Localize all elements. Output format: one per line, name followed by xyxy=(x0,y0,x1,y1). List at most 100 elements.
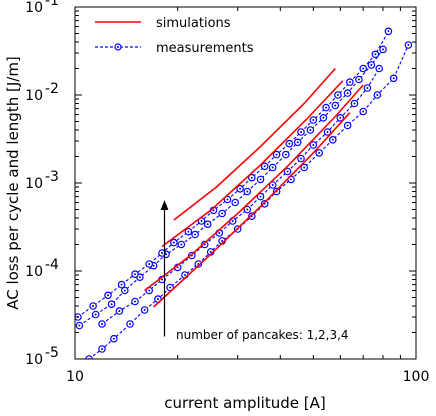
measurement-point-dot xyxy=(326,131,329,133)
series-layer xyxy=(75,27,413,359)
plot-frame xyxy=(74,6,417,360)
measurement-point-dot xyxy=(378,67,381,70)
measurement-point-dot xyxy=(353,102,356,105)
measurement-point-dot xyxy=(303,166,306,169)
legend-simulations-label: simulations xyxy=(156,16,231,31)
simulation-line-5 xyxy=(153,112,351,308)
measurement-point-dot xyxy=(183,274,186,276)
measurement-point-dot xyxy=(212,209,215,212)
measurement-point-dot xyxy=(312,119,315,121)
legend: simulations measurements xyxy=(95,16,254,56)
measurement-point-dot xyxy=(161,278,163,281)
measurement-point-dot xyxy=(259,195,262,198)
y-tick-label-exponent: -1 xyxy=(45,0,59,9)
measurement-point-dot xyxy=(250,176,253,179)
measurement-point-dot xyxy=(300,157,302,160)
measurement-point-dot xyxy=(107,294,109,297)
y-tick-label-exponent: -4 xyxy=(45,257,59,273)
x-axis-title: current amplitude [A] xyxy=(164,394,325,412)
measurement-point-dot xyxy=(407,44,410,46)
measurement-point-dot xyxy=(94,313,97,316)
measurement-point-dot xyxy=(366,87,369,89)
simulation-line-7 xyxy=(161,80,344,248)
measurement-point-dot xyxy=(134,300,136,303)
measurement-point-dot xyxy=(176,266,179,269)
measurement-point-dot xyxy=(78,324,81,327)
measurement-point-dot xyxy=(169,286,172,289)
measurement-point-dot xyxy=(226,198,229,201)
measurement-point-dot xyxy=(123,289,126,292)
measurement-point-dot xyxy=(148,263,151,265)
measurement-point-dot xyxy=(325,106,328,109)
measurement-point-dot xyxy=(284,153,287,156)
measurement-point-dot xyxy=(263,165,266,168)
measurement-point-dot xyxy=(300,131,302,133)
measurement-point-dot xyxy=(357,78,360,81)
legend-measurements-label: measurements xyxy=(156,41,254,56)
measurement-point-dot xyxy=(339,116,342,119)
measurement-point-dot xyxy=(387,30,390,33)
y-tick-label: 10 xyxy=(25,88,43,104)
measurement-point-dot xyxy=(143,309,146,311)
measurement-point-dot xyxy=(271,166,274,169)
measurement-point-dot xyxy=(362,110,365,113)
measurement-point-dot xyxy=(200,220,203,222)
x-tick-label: 100 xyxy=(403,369,430,385)
y-tick-label: 10 xyxy=(25,176,43,192)
measurement-point-dot xyxy=(374,53,377,56)
measurement-point-dot xyxy=(221,212,224,215)
legend-measurements-marker-dot xyxy=(117,46,119,48)
simulation-line-8 xyxy=(173,67,336,221)
measurement-point-dot xyxy=(92,305,95,307)
measurement-point-dot xyxy=(221,239,224,242)
measurement-point-dot xyxy=(172,241,175,244)
measurement-point-dot xyxy=(138,276,141,279)
measurement-point-dot xyxy=(346,124,349,127)
y-tick-label-exponent: -3 xyxy=(45,169,59,185)
measurement-point-dot xyxy=(206,223,209,226)
x-tick-label: 10 xyxy=(66,369,84,385)
measurement-point-dot xyxy=(334,104,337,107)
measurement-point-dot xyxy=(309,129,312,131)
annotation-text: number of pancakes: 1,2,3,4 xyxy=(176,328,349,342)
measurement-point-dot xyxy=(129,323,131,325)
measurement-point-dot xyxy=(348,81,351,84)
measurement-point-dot xyxy=(336,94,339,96)
measurement-point-dot xyxy=(392,77,395,80)
measurement-point-dot xyxy=(152,264,155,267)
y-tick-label: 10 xyxy=(25,352,43,368)
measurement-point-dot xyxy=(362,67,365,70)
measurement-point-dot xyxy=(194,233,197,236)
measurement-point-dot xyxy=(120,283,123,286)
measurement-point-dot xyxy=(322,116,325,119)
measurement-point-dot xyxy=(312,144,315,146)
measurement-point-dot xyxy=(161,252,163,254)
measurement-point-dot xyxy=(370,63,373,66)
simulation-line-6 xyxy=(144,84,364,292)
measurement-point-dot xyxy=(118,310,121,313)
measurement-point-dot xyxy=(246,190,249,193)
y-tick-label: 10 xyxy=(25,0,43,16)
measurement-point-dot xyxy=(246,208,249,211)
measurement-point-dot xyxy=(187,230,190,233)
measurement-point-dot xyxy=(346,92,349,95)
y-axis-title: AC loss per cycle and length [J/m] xyxy=(4,56,22,310)
measurement-point-dot xyxy=(275,153,278,156)
measurement-point-dot xyxy=(318,151,321,154)
measurement-point-dot xyxy=(271,184,274,186)
measurement-point-dot xyxy=(234,201,237,204)
measurement-point-dot xyxy=(290,178,292,181)
measurement-point-dot xyxy=(112,337,115,340)
measurement-point-dot xyxy=(209,250,212,253)
measurement-point-dot xyxy=(101,348,103,350)
ticks-layer: 10-510-410-310-210-110 100 xyxy=(25,0,429,385)
y-tick-label: 10 xyxy=(25,264,43,280)
measurement-point-dot xyxy=(156,298,159,301)
measurement-point-dot xyxy=(231,220,234,222)
measurement-point-dot xyxy=(134,273,136,276)
y-tick-label-exponent: -2 xyxy=(45,81,59,97)
measurement-point-dot xyxy=(286,170,289,173)
measurement-point-dot xyxy=(296,141,299,144)
measurement-point-dot xyxy=(376,94,379,96)
